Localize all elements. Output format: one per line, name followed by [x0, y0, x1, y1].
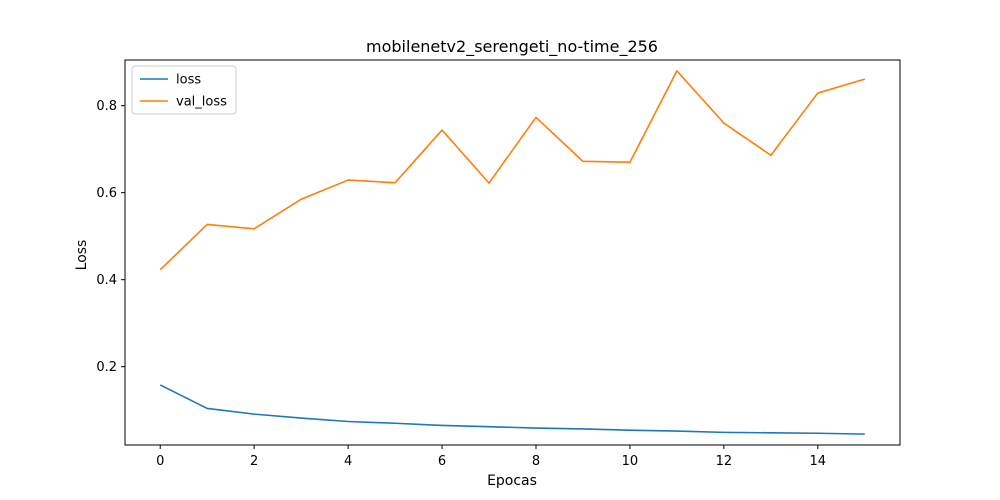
legend-box	[131, 65, 237, 115]
axes-frame	[124, 59, 901, 446]
series-line-loss	[159, 384, 865, 435]
x-tick-label: 8	[532, 454, 540, 469]
x-tick-label: 0	[156, 454, 164, 469]
y-axis-title: Loss	[74, 240, 90, 271]
x-axis-title: Epocas	[487, 473, 537, 489]
x-tick-label: 4	[344, 454, 352, 469]
y-tick-label: 0.4	[96, 273, 117, 288]
x-tick-label: 14	[810, 454, 827, 469]
x-tick-label: 6	[438, 454, 446, 469]
legend-label-loss: loss	[176, 73, 201, 88]
y-tick-label: 0.6	[96, 186, 117, 201]
chart-title: mobilenetv2_serengeti_no-time_256	[366, 37, 658, 57]
legend-label-val_loss: val_loss	[176, 95, 227, 110]
x-tick-label: 12	[716, 454, 733, 469]
series-line-val_loss	[159, 70, 865, 271]
legend: loss val_loss	[131, 65, 237, 115]
x-tick-label: 2	[250, 454, 258, 469]
x-tick-label: 10	[622, 454, 639, 469]
y-tick-label: 0.8	[96, 99, 117, 114]
plot-area: 0 2 4 6 8 10 12 14 0.2 0.4 0.6 0.8	[96, 59, 901, 469]
y-tick-label: 0.2	[96, 360, 117, 375]
